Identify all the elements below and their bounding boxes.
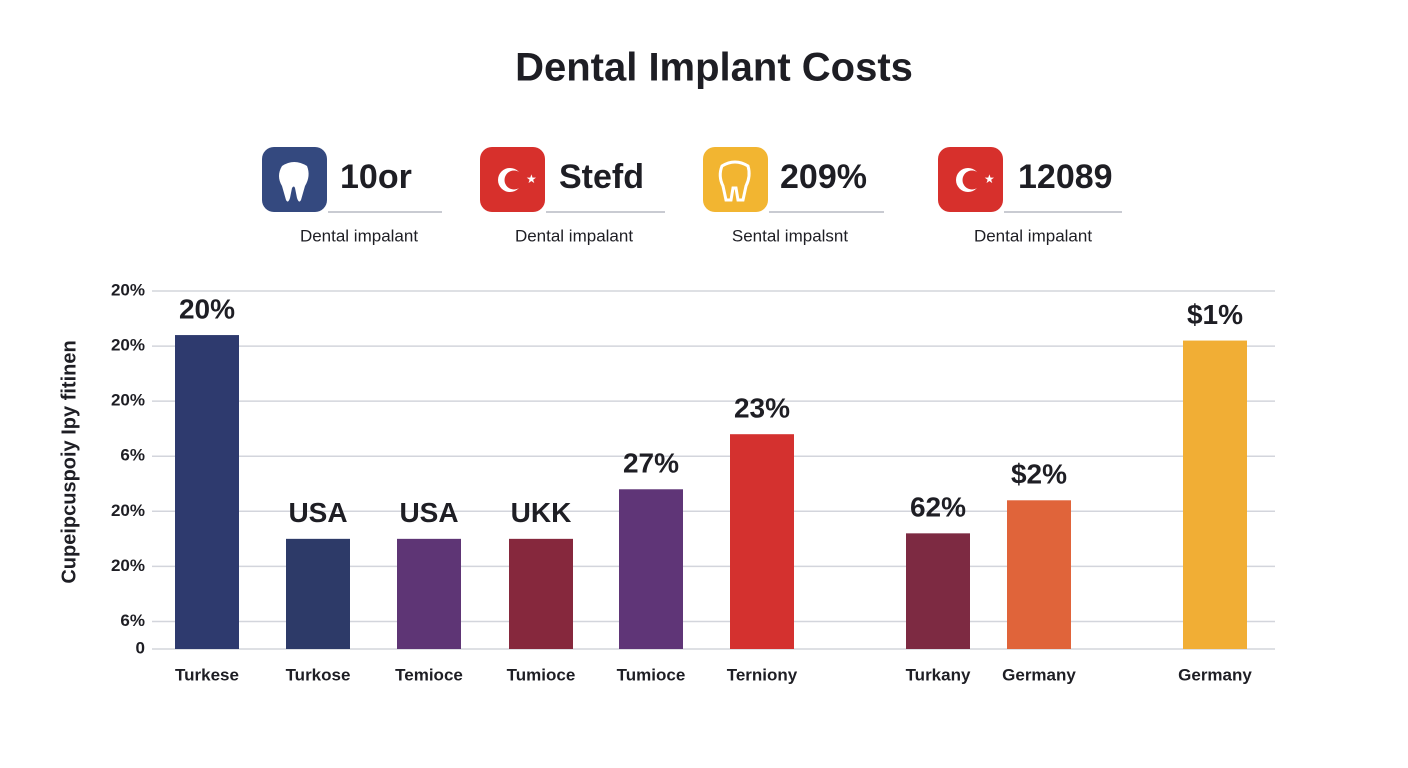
x-tick-label: Temioce (395, 665, 463, 684)
bar (1007, 500, 1071, 649)
bar (175, 335, 239, 649)
value-label: 62% (910, 492, 966, 523)
card: ★ 12089 Dental impalant (938, 147, 1122, 245)
value-label: 27% (623, 448, 679, 479)
flag-star: ★ (984, 172, 995, 186)
card-label: Sental impalsnt (732, 226, 849, 245)
y-tick-label: 20% (111, 280, 145, 299)
y-tick-label: 20% (111, 556, 145, 575)
card-value: 209% (780, 158, 867, 196)
x-tick-label: Terniony (727, 665, 798, 684)
bar (286, 538, 350, 649)
value-label: USA (399, 497, 458, 528)
bar (906, 533, 970, 649)
bar (397, 538, 461, 649)
card-icon (703, 147, 768, 212)
x-tick-label: Turkose (286, 665, 351, 684)
value-label: USA (288, 497, 347, 528)
x-tick-label: Tumioce (617, 665, 686, 684)
value-label: UKK (511, 497, 572, 528)
x-tick-label: Turkany (906, 665, 971, 684)
chart-title: Dental Implant Costs (515, 46, 913, 90)
tooth-icon (718, 160, 751, 202)
x-tick-label: Germany (1002, 665, 1076, 684)
bar (1183, 340, 1247, 649)
card: 10or Dental impalant (262, 147, 442, 245)
card: ★ Stefd Dental impalant (480, 147, 665, 245)
value-label: 20% (179, 293, 235, 324)
y-axis-label: Cupeipcuspoiy Ipy fitinen (58, 340, 80, 583)
value-label: $2% (1011, 459, 1067, 490)
card-label: Dental impalant (974, 226, 1092, 245)
card-label: Dental impalant (515, 226, 633, 245)
bar (619, 489, 683, 649)
y-tick-label: 20% (111, 336, 145, 355)
y-tick-label: 20% (111, 391, 145, 410)
y-tick-label: 0 (136, 638, 145, 657)
bar (730, 434, 794, 649)
x-tick-label: Tumioce (507, 665, 576, 684)
flag-icon (504, 170, 524, 190)
tooth-icon (279, 162, 309, 202)
flag-icon (962, 170, 982, 190)
card: 209% Sental impalsnt (703, 147, 884, 245)
card-value: 12089 (1018, 158, 1113, 196)
flag-star: ★ (526, 172, 537, 186)
x-tick-label: Turkese (175, 665, 239, 684)
card-value: Stefd (559, 158, 644, 196)
y-tick-label: 6% (120, 611, 145, 630)
card-label: Dental impalant (300, 226, 418, 245)
value-label: $1% (1187, 299, 1243, 330)
bar (509, 538, 573, 649)
y-tick-label: 20% (111, 501, 145, 520)
card-value: 10or (340, 158, 412, 196)
y-tick-label: 6% (120, 446, 145, 465)
x-tick-label: Germany (1178, 665, 1252, 684)
value-label: 23% (734, 393, 790, 424)
